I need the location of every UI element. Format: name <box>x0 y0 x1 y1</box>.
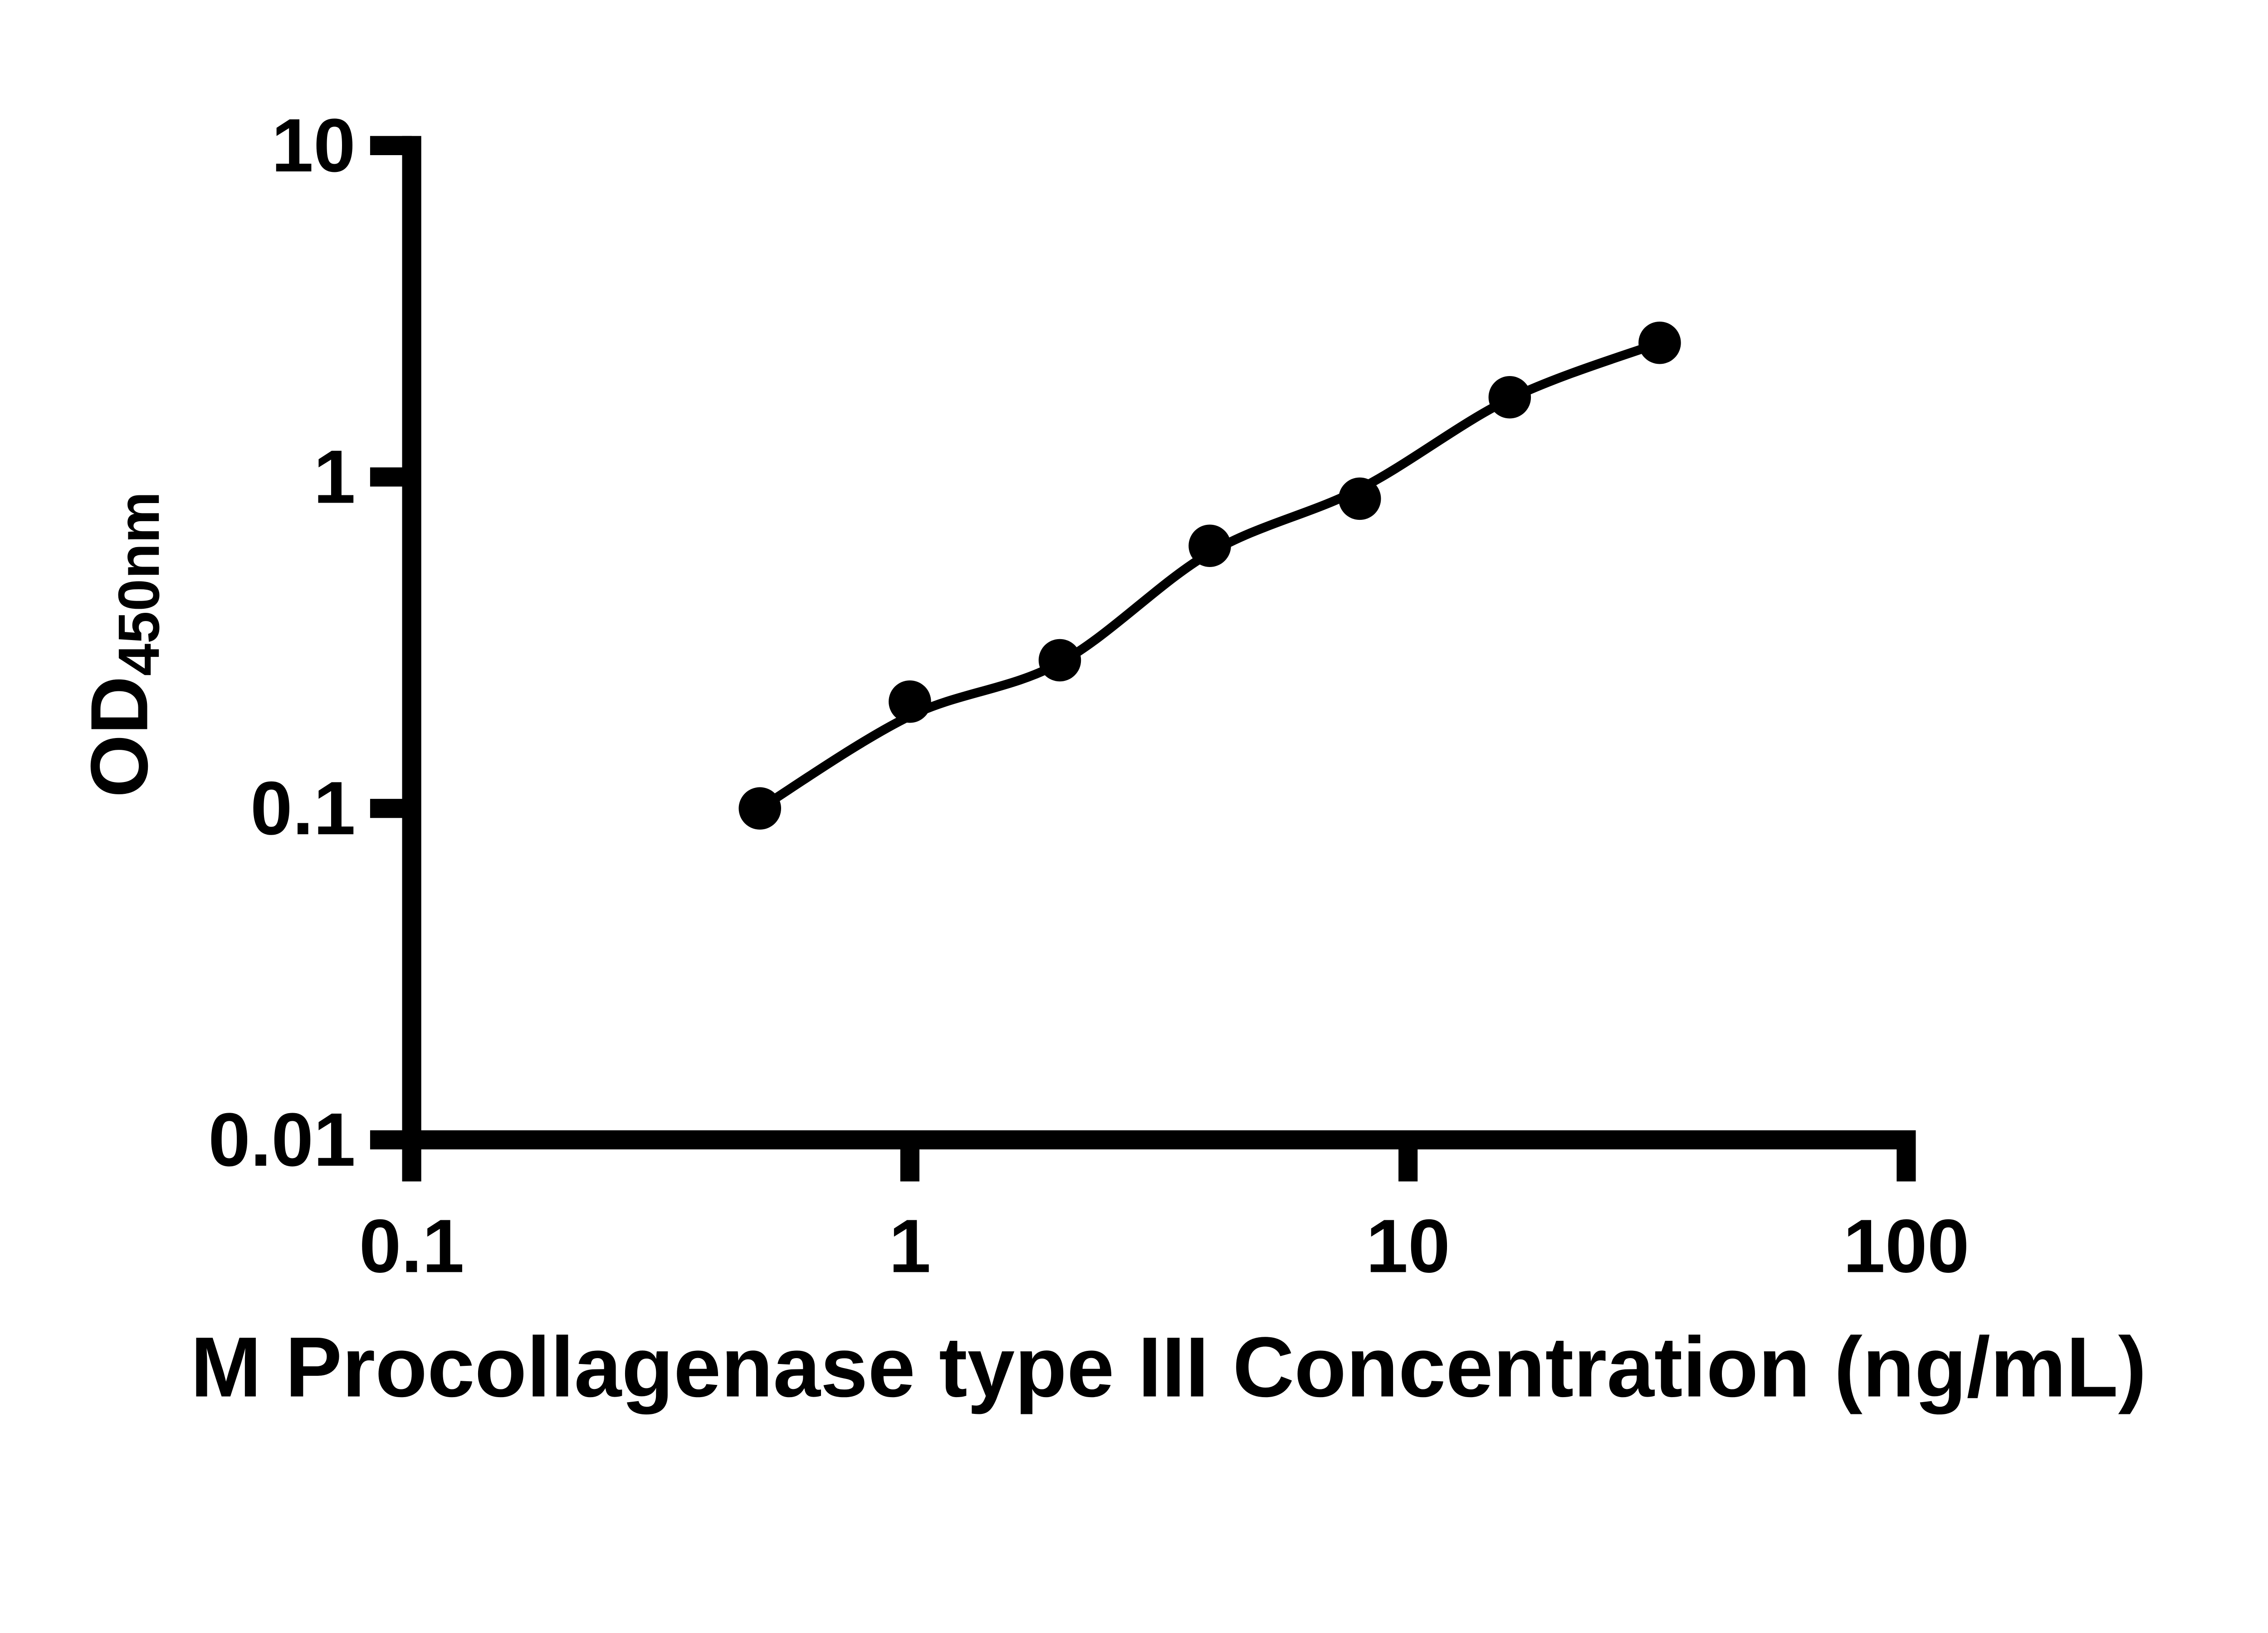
x-tick-label: 1 <box>889 1204 931 1288</box>
y-axis-title: OD450nm <box>74 492 172 798</box>
y-tick-label: 0.01 <box>208 1098 356 1182</box>
data-point <box>1038 639 1081 682</box>
y-tick-label: 1 <box>313 435 356 519</box>
data-point <box>1638 321 1681 364</box>
y-axis-title-subscript: 450nm <box>107 492 171 676</box>
y-tick-label: 10 <box>271 103 356 188</box>
data-point <box>738 787 782 830</box>
data-point <box>1188 524 1231 567</box>
elisa-standard-curve-figure: 10 1 0.1 0.01 0.1 1 10 100 M Procollagenase typ… <box>73 103 2147 1415</box>
data-point <box>889 680 931 723</box>
axis-spine <box>402 136 1916 1149</box>
y-axis-title-main: OD <box>74 676 165 797</box>
y-tick-label: 0.1 <box>250 766 356 851</box>
x-axis-title: M Procollagenase type III Concentration … <box>191 1319 2146 1414</box>
x-tick-label: 10 <box>1366 1204 1450 1288</box>
data-point <box>1488 376 1531 419</box>
x-tick-label: 0.1 <box>359 1204 464 1288</box>
fit-curve <box>755 338 1665 813</box>
data-point <box>1338 477 1381 520</box>
x-tick-label: 100 <box>1843 1204 1969 1288</box>
